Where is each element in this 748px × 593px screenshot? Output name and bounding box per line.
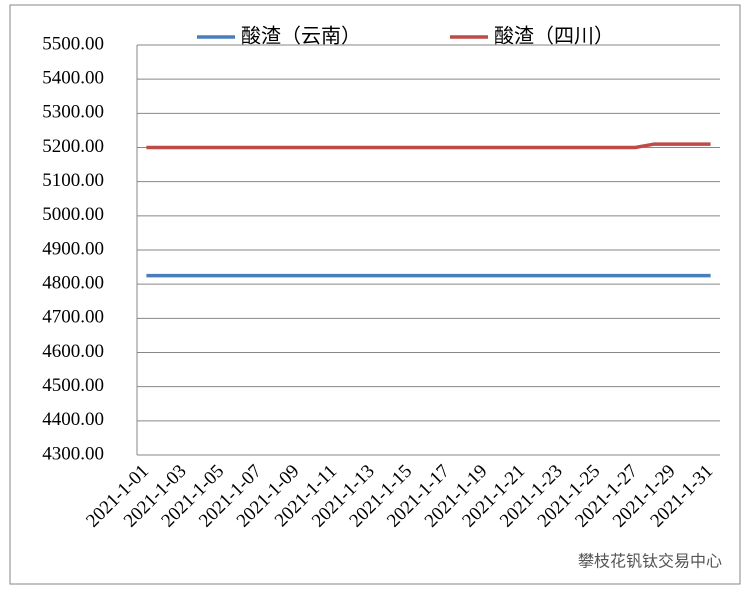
y-tick-label: 4500.00 xyxy=(42,375,104,396)
watermark: 攀枝花钒钛交易中心 xyxy=(578,552,722,571)
y-tick-label: 4600.00 xyxy=(42,341,104,362)
legend-label: 酸渣（云南） xyxy=(241,24,361,48)
y-tick-label: 5400.00 xyxy=(42,68,104,89)
y-tick-label: 4400.00 xyxy=(42,409,104,430)
y-tick-label: 4900.00 xyxy=(42,238,104,259)
legend-label: 酸渣（四川） xyxy=(494,24,614,48)
chart-border xyxy=(9,4,741,585)
y-tick-label: 4700.00 xyxy=(42,307,104,328)
y-tick-label: 5300.00 xyxy=(42,102,104,123)
y-tick-label: 4800.00 xyxy=(42,273,104,294)
y-tick-label: 5100.00 xyxy=(42,170,104,191)
y-tick-label: 5000.00 xyxy=(42,204,104,225)
y-tick-label: 5500.00 xyxy=(42,33,104,54)
y-tick-label: 5200.00 xyxy=(42,136,104,157)
y-tick-label: 4300.00 xyxy=(42,443,104,464)
series-line xyxy=(146,142,711,150)
